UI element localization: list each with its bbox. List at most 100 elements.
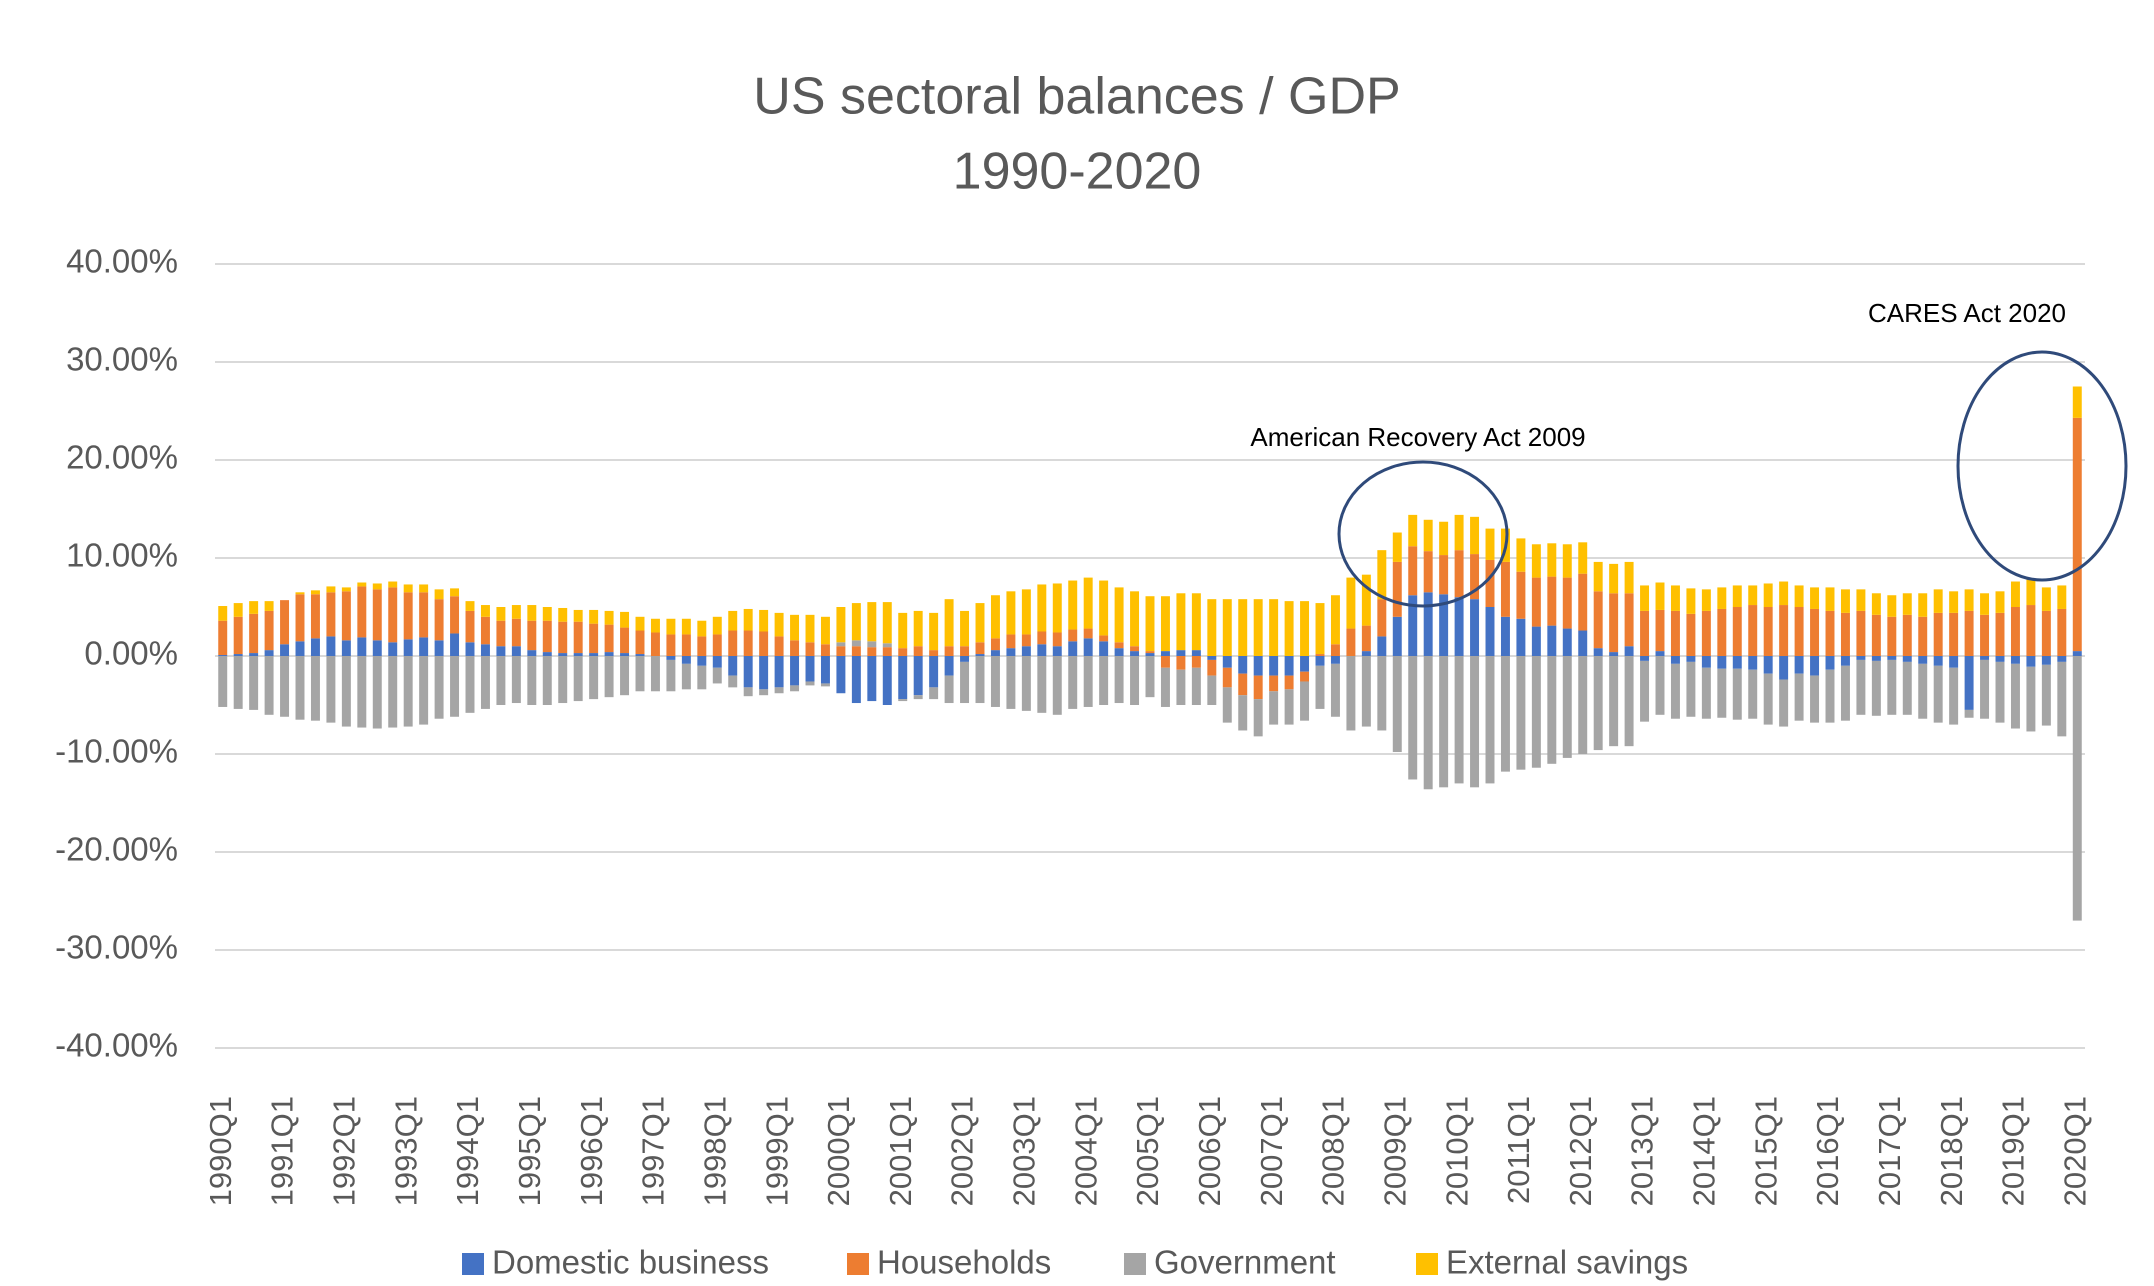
bar-segment: [589, 653, 599, 656]
bar-segment: [1470, 554, 1480, 600]
bar-segment: [1887, 595, 1897, 617]
bar-segment: [542, 620, 552, 653]
bar-segment: [1284, 601, 1294, 656]
legend-swatch: [1416, 1253, 1438, 1275]
bar-segment: [434, 656, 444, 719]
bar-segment: [2057, 608, 2067, 656]
bar-segment: [264, 601, 274, 611]
bar-segment: [2010, 663, 2020, 729]
y-tick-label: 40.00%: [66, 243, 178, 280]
y-tick-label: 0.00%: [84, 635, 178, 672]
bar-segment: [1686, 613, 1696, 656]
bar-segment: [2010, 656, 2020, 664]
bar-segment: [1361, 574, 1371, 626]
bar-segment: [929, 612, 939, 651]
bar-segment: [310, 590, 320, 595]
bar-segment: [1269, 599, 1279, 656]
bar-segment: [2026, 579, 2036, 606]
bar-segment: [1361, 656, 1371, 727]
bar-segment: [233, 654, 243, 656]
bar-segment: [511, 618, 521, 647]
bar-segment: [960, 610, 970, 647]
bar-segment: [1609, 656, 1619, 747]
bar-segment: [697, 665, 707, 690]
annotation: American Recovery Act 2009: [1250, 422, 1585, 452]
bar-segment: [1284, 675, 1294, 690]
bar-segment: [295, 641, 305, 656]
bar-segment: [1918, 656, 1928, 664]
bar-segment: [1284, 656, 1294, 676]
bar-segment: [697, 636, 707, 656]
bar-segment: [1609, 652, 1619, 656]
bar-segment: [403, 639, 413, 656]
x-tick-label: 2007Q1: [1254, 1096, 1289, 1206]
bar-segment: [465, 642, 475, 656]
bar-segment: [1253, 699, 1263, 737]
bar-segment: [450, 656, 460, 717]
bar-segment: [589, 623, 599, 654]
bar-segment: [1593, 648, 1603, 656]
bar-segment: [1346, 628, 1356, 656]
bar-segment: [1130, 651, 1140, 656]
bar-segment: [1933, 656, 1943, 666]
bar-segment: [434, 640, 444, 656]
bar-segment: [1763, 656, 1773, 674]
x-tick-label: 2002Q1: [945, 1096, 980, 1206]
bar-segment: [1748, 605, 1758, 656]
bar-segment: [1779, 605, 1789, 656]
bar-segment: [480, 605, 490, 617]
bar-segment: [1593, 591, 1603, 649]
bar-segment: [1145, 596, 1155, 652]
bar-segment: [1330, 644, 1340, 656]
bar-segment: [1578, 656, 1588, 754]
bar-segment: [1500, 616, 1510, 656]
bar-segment: [1114, 656, 1124, 704]
x-tick-label: 2010Q1: [1439, 1096, 1474, 1206]
bar-segment: [975, 654, 985, 656]
bar-segment: [1176, 593, 1186, 651]
bar-segment: [1037, 584, 1047, 632]
bar-segment: [1207, 656, 1217, 660]
bar-segment: [1191, 656, 1201, 668]
bar-segment: [326, 592, 336, 637]
bar-segment: [372, 583, 382, 590]
bar-segment: [712, 656, 722, 668]
bar-segment: [249, 613, 259, 654]
bar-segment: [1593, 561, 1603, 592]
bar-segment: [527, 650, 537, 656]
bar-segment: [1717, 608, 1727, 656]
bar-segment: [1238, 695, 1248, 731]
bar-segment: [249, 653, 259, 656]
bar-segment: [790, 685, 800, 692]
bar-segment: [372, 589, 382, 641]
bar-segment: [743, 656, 753, 688]
bar-segment: [1470, 656, 1480, 788]
bar-segment: [1949, 656, 1959, 668]
bar-segment: [1531, 656, 1541, 768]
bar-segment: [712, 634, 722, 656]
bar-segment: [1670, 663, 1680, 719]
bar-segment: [573, 621, 583, 654]
bar-segment: [1748, 669, 1758, 719]
bar-segment: [1933, 665, 1943, 723]
bar-segment: [913, 656, 923, 696]
bar-segment: [2026, 605, 2036, 656]
bar-segment: [496, 620, 506, 647]
bar-segment: [1717, 587, 1727, 609]
bar-segment: [589, 609, 599, 624]
bar-segment: [1392, 561, 1402, 617]
y-tick-label: 30.00%: [66, 341, 178, 378]
bar-segment: [1021, 589, 1031, 635]
bar-segment: [882, 643, 892, 648]
bar-segment: [1315, 654, 1325, 656]
bar-segment: [743, 608, 753, 631]
bar-segment: [944, 599, 954, 647]
bar-segment: [357, 637, 367, 656]
bar-segment: [1701, 656, 1711, 668]
x-tick-label: 2011Q1: [1501, 1096, 1536, 1204]
bar-segment: [1810, 587, 1820, 609]
bar-segment: [1655, 582, 1665, 610]
bar-segment: [604, 656, 614, 698]
bar-segment: [697, 620, 707, 637]
bar-segment: [1052, 656, 1062, 715]
